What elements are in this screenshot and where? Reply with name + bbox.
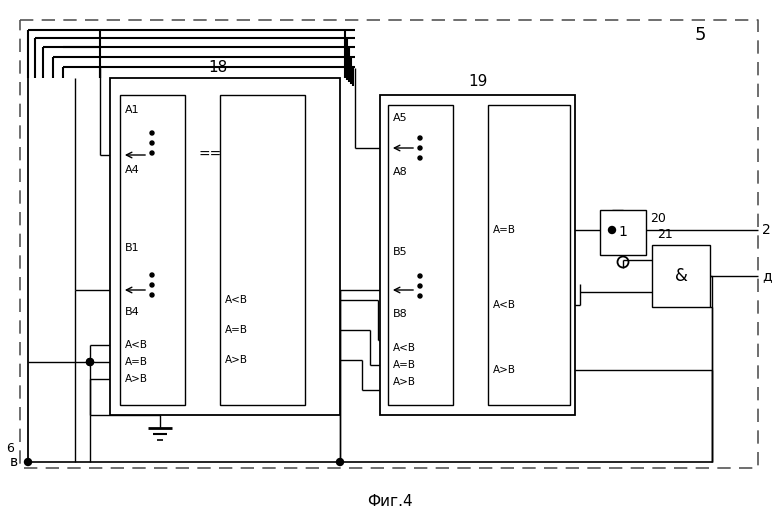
Text: ==: == <box>198 148 222 162</box>
Text: 21: 21 <box>657 228 672 241</box>
Text: A<B: A<B <box>125 340 148 350</box>
Circle shape <box>418 146 422 150</box>
Circle shape <box>418 284 422 288</box>
Text: B1: B1 <box>125 243 140 253</box>
Bar <box>652 245 710 307</box>
Circle shape <box>150 141 154 145</box>
Text: A<B: A<B <box>225 295 248 305</box>
Text: 6: 6 <box>6 442 14 455</box>
Circle shape <box>87 359 94 365</box>
Circle shape <box>24 458 31 466</box>
Text: &: & <box>675 267 687 285</box>
Text: A>B: A>B <box>493 365 516 375</box>
Text: A1: A1 <box>125 105 140 115</box>
Circle shape <box>336 458 343 466</box>
Text: B5: B5 <box>393 247 408 257</box>
Text: 20: 20 <box>650 212 666 225</box>
Text: 18: 18 <box>208 61 228 75</box>
Bar <box>388 105 453 405</box>
Text: A5: A5 <box>393 113 408 123</box>
Circle shape <box>150 151 154 155</box>
Text: ==: == <box>498 148 522 162</box>
Circle shape <box>150 293 154 297</box>
Circle shape <box>418 136 422 140</box>
Text: A>B: A>B <box>225 355 248 365</box>
Circle shape <box>418 156 422 160</box>
Text: A<B: A<B <box>493 300 516 310</box>
Text: д: д <box>762 269 771 283</box>
Text: A=B: A=B <box>125 357 148 367</box>
Circle shape <box>150 283 154 287</box>
Bar <box>488 105 570 405</box>
Bar <box>380 95 575 415</box>
Circle shape <box>418 294 422 298</box>
Bar <box>110 78 340 415</box>
Text: B4: B4 <box>125 307 140 317</box>
Text: A=B: A=B <box>393 360 416 370</box>
Text: A>B: A>B <box>393 377 416 387</box>
Text: A=B: A=B <box>225 325 248 335</box>
Circle shape <box>418 274 422 278</box>
Bar <box>120 95 185 405</box>
Text: 1: 1 <box>619 225 627 239</box>
Circle shape <box>150 131 154 135</box>
Text: A<B: A<B <box>393 343 416 353</box>
Text: 19: 19 <box>468 75 488 89</box>
Text: Фиг.4: Фиг.4 <box>367 495 413 510</box>
Circle shape <box>87 359 94 365</box>
Circle shape <box>150 273 154 277</box>
Text: A=B: A=B <box>493 225 516 235</box>
Circle shape <box>608 226 615 234</box>
Text: 2: 2 <box>762 223 771 237</box>
Text: A4: A4 <box>125 165 140 175</box>
Text: 5: 5 <box>694 26 706 44</box>
Text: в: в <box>10 455 18 469</box>
Bar <box>220 95 305 405</box>
Text: A>B: A>B <box>125 374 148 384</box>
Text: A8: A8 <box>393 167 408 177</box>
Bar <box>600 210 646 255</box>
Text: B8: B8 <box>393 309 408 319</box>
